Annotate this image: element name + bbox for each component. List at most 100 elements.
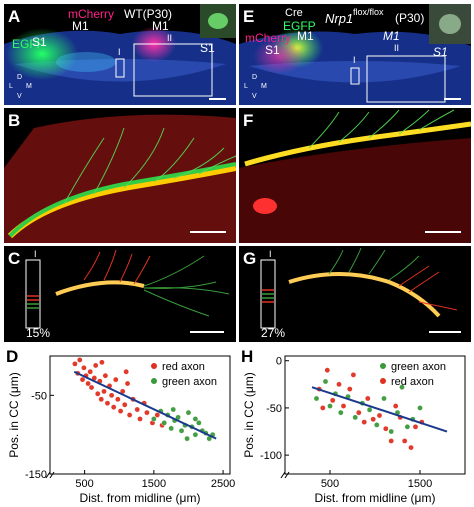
data-point: [327, 403, 333, 409]
region-m1-left: M1: [297, 29, 314, 43]
data-point: [79, 376, 86, 383]
x-tick-label: 500: [75, 478, 93, 490]
axis-m: M: [261, 83, 267, 90]
axon-trace-g: [260, 247, 461, 333]
legend-marker: [151, 378, 157, 384]
legend-marker: [151, 363, 157, 369]
axis-d: D: [17, 74, 23, 81]
data-point: [412, 424, 419, 430]
data-point: [134, 406, 141, 413]
data-point: [144, 409, 150, 416]
axis-d: D: [252, 74, 258, 81]
data-point: [72, 361, 78, 367]
data-point: [117, 408, 124, 414]
data-point: [322, 378, 329, 385]
data-point: [151, 416, 157, 422]
percent-label: 27%: [261, 326, 286, 340]
title-superscript: flox/flox: [353, 7, 384, 17]
data-point: [196, 420, 202, 426]
y-tick-label: -150: [25, 469, 47, 481]
data-point: [121, 401, 128, 408]
panel-h: H 500 1500 0 -50 -100 Dist. from midline (μm)…: [239, 346, 471, 506]
data-point: [365, 395, 371, 402]
data-point: [123, 368, 129, 375]
legend-label: red axon: [162, 361, 205, 373]
data-point: [76, 357, 83, 363]
panel-label: C: [8, 249, 21, 268]
axis-l: L: [244, 83, 248, 90]
egfp-label: EGFP: [12, 37, 45, 51]
data-point: [382, 425, 389, 432]
y-tick-label: 0: [276, 356, 282, 368]
x-axis-label: Dist. from midline (μm): [315, 491, 436, 505]
cre-label: Cre: [285, 7, 303, 19]
data-point: [110, 404, 117, 410]
panel-label: A: [8, 7, 21, 26]
data-point: [170, 406, 177, 413]
data-point: [392, 403, 399, 409]
scatter-chart-d: 500 1500 2500 -50 -150 Dist. from midline (μm…: [7, 355, 235, 505]
data-point: [329, 397, 336, 404]
y-tick-label: -50: [31, 390, 47, 402]
data-point: [370, 416, 376, 423]
x-tick-label: 500: [321, 478, 339, 490]
axis-break-mark: [45, 471, 55, 479]
roman-i: I: [34, 249, 37, 259]
region-m1-right: M1: [152, 19, 169, 33]
data-point: [81, 364, 87, 371]
data-point: [340, 403, 347, 409]
region-s1-right: S1: [433, 45, 448, 59]
data-point: [388, 428, 394, 435]
data-point: [336, 381, 342, 388]
data-point: [85, 380, 91, 387]
axis-v: V: [252, 93, 257, 100]
data-point: [313, 395, 320, 402]
plot-frame: [284, 355, 466, 475]
data-point: [185, 409, 192, 416]
data-point: [347, 386, 353, 392]
panel-label: D: [6, 347, 19, 366]
axis-m: M: [26, 83, 32, 90]
data-point: [126, 412, 133, 418]
data-point: [404, 424, 411, 430]
region-s1-left: S1: [265, 43, 280, 57]
data-point: [98, 396, 105, 403]
data-point: [168, 425, 174, 432]
axis-l: L: [9, 83, 13, 90]
data-point: [87, 368, 93, 375]
region-s1-right: S1: [200, 41, 215, 55]
mcherry-label: mCherry: [245, 31, 292, 45]
data-point: [102, 372, 109, 379]
roman-i: I: [269, 249, 272, 259]
data-point: [178, 427, 185, 434]
data-point: [388, 438, 394, 444]
data-point: [350, 372, 357, 378]
panel-title: WT(P30): [124, 7, 172, 21]
data-point: [104, 400, 111, 407]
data-point: [94, 390, 101, 397]
data-point: [192, 416, 199, 422]
data-point: [137, 416, 143, 422]
data-point: [361, 419, 367, 425]
data-point: [101, 388, 107, 395]
data-point: [184, 435, 190, 442]
roman-i: I: [118, 47, 121, 57]
data-point: [417, 405, 423, 411]
data-point: [154, 412, 161, 418]
data-point: [192, 431, 199, 438]
trend-line: [311, 386, 448, 433]
panel-b: B: [4, 108, 236, 243]
x-axis-label: Dist. from midline (μm): [80, 491, 201, 505]
data-point: [338, 409, 344, 416]
data-point: [320, 405, 326, 411]
data-point: [381, 395, 387, 402]
axon-image-f: [239, 109, 471, 243]
legend-label: green axon: [391, 361, 446, 373]
data-point: [161, 420, 168, 426]
plot-frame: [49, 355, 231, 475]
brain-section-image-a: [4, 4, 236, 105]
percent-label: 15%: [26, 326, 51, 340]
axis-break-mark: [280, 471, 290, 479]
legend-label: red axon: [391, 376, 434, 388]
y-axis-label: Pos. in CC (μm): [242, 372, 256, 458]
